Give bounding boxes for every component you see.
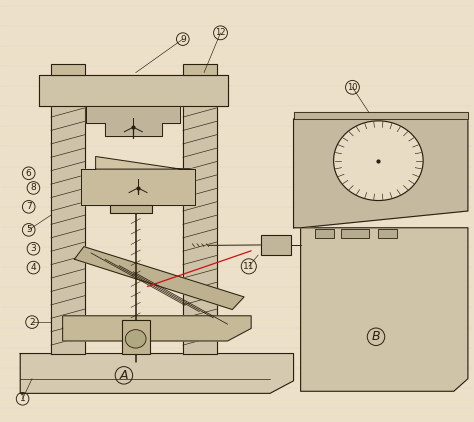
Text: 8: 8	[30, 184, 36, 192]
Polygon shape	[20, 354, 293, 393]
Text: 5: 5	[26, 225, 32, 234]
Polygon shape	[51, 98, 85, 354]
Bar	[121, 320, 150, 354]
Bar	[183, 64, 217, 75]
Polygon shape	[183, 98, 217, 354]
Bar	[51, 64, 85, 75]
Polygon shape	[86, 106, 181, 135]
Text: A: A	[119, 369, 128, 382]
Bar	[378, 229, 397, 238]
Bar	[341, 229, 369, 238]
Polygon shape	[82, 169, 195, 205]
Bar	[110, 205, 152, 213]
Bar	[315, 229, 334, 238]
Text: 9: 9	[180, 35, 186, 43]
Text: 7: 7	[26, 202, 32, 211]
Polygon shape	[293, 119, 468, 228]
Text: 2: 2	[29, 318, 35, 327]
Text: 11: 11	[243, 262, 255, 271]
Text: 3: 3	[30, 244, 36, 253]
Circle shape	[334, 121, 423, 200]
Circle shape	[125, 330, 146, 348]
Polygon shape	[39, 75, 228, 106]
Polygon shape	[96, 157, 190, 169]
Polygon shape	[63, 316, 251, 341]
Text: 6: 6	[26, 169, 32, 178]
Bar	[261, 235, 291, 255]
Polygon shape	[74, 246, 244, 309]
Text: 4: 4	[31, 263, 36, 272]
Text: B: B	[372, 330, 380, 343]
Text: 1: 1	[20, 394, 26, 403]
Text: 10: 10	[347, 83, 358, 92]
Text: 12: 12	[215, 28, 226, 37]
Polygon shape	[301, 228, 468, 391]
Polygon shape	[293, 113, 468, 119]
